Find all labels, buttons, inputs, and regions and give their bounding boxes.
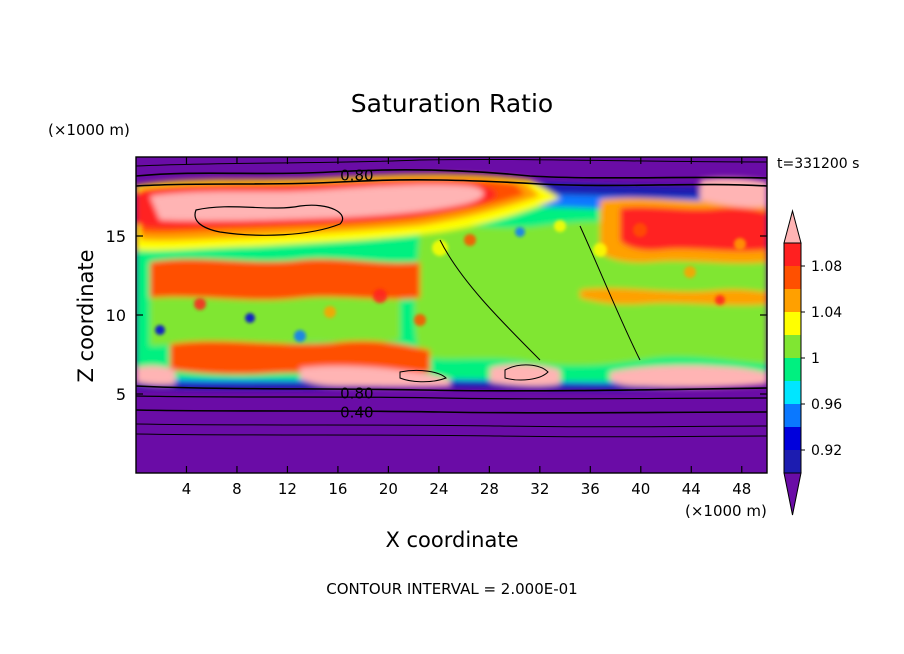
x-tick-label: 44 [682,480,701,498]
y-tick-label: 5 [116,385,126,404]
x-axis: 4 8 12 16 20 24 28 32 36 40 44 48 [182,157,751,498]
contour-label-layer: 0.800.800.40 [340,166,373,421]
heatmap-plot-area: 0.800.800.40 [136,157,767,473]
x-tick-label: 48 [732,480,751,498]
contour-label: 0.40 [340,403,373,421]
colorbar-top-arrow [783,209,802,244]
x-tick-label: 28 [480,480,499,498]
colorbar-segment [784,312,801,335]
contour-label: 0.80 [340,384,373,402]
x-unit-label: (×1000 m) [685,502,767,520]
y-unit-label: (×1000 m) [48,121,130,139]
x-tick-label: 32 [530,480,549,498]
contour-label: 0.80 [340,166,373,184]
colorbar-tick-label: 1.04 [811,305,842,321]
x-tick-label: 20 [379,480,398,498]
colorbar-segment [784,427,801,450]
y-tick-label: 15 [106,227,126,246]
colorbar: 0.92 0.96 1 1.04 1.08 [783,209,842,516]
colorbar-tick-label: 1.08 [811,259,842,275]
colorbar-segment [784,404,801,427]
y-axis-label: Z coordinate [74,249,98,382]
colorbar-segment [784,335,801,358]
x-tick-label: 40 [631,480,650,498]
y-axis: 5 10 15 [106,227,767,404]
colorbar-tick-label: 0.92 [811,443,842,459]
colorbar-segment [784,358,801,381]
chart-title: Saturation Ratio [351,89,553,118]
y-tick-label: 10 [106,306,126,325]
colorbar-segment [784,243,801,266]
x-tick-label: 4 [182,480,192,498]
x-axis-label: X coordinate [385,528,518,552]
colorbar-segment [784,381,801,404]
speckle-detail [155,220,746,342]
x-tick-label: 24 [429,480,448,498]
contour-lines [136,158,767,438]
colorbar-tick-label: 0.96 [811,397,842,413]
colorbar-tick-label: 1 [811,351,820,367]
contour-interval-footer: CONTOUR INTERVAL = 2.000E-01 [326,580,577,598]
colorbar-segment [784,450,801,473]
x-tick-label: 8 [232,480,242,498]
time-label: t=331200 s [777,156,859,172]
x-tick-label: 12 [278,480,297,498]
x-tick-label: 16 [328,480,347,498]
colorbar-segment [784,266,801,289]
colorbar-segment [784,289,801,312]
colorbar-bottom-arrow [783,472,802,516]
x-tick-label: 36 [581,480,600,498]
